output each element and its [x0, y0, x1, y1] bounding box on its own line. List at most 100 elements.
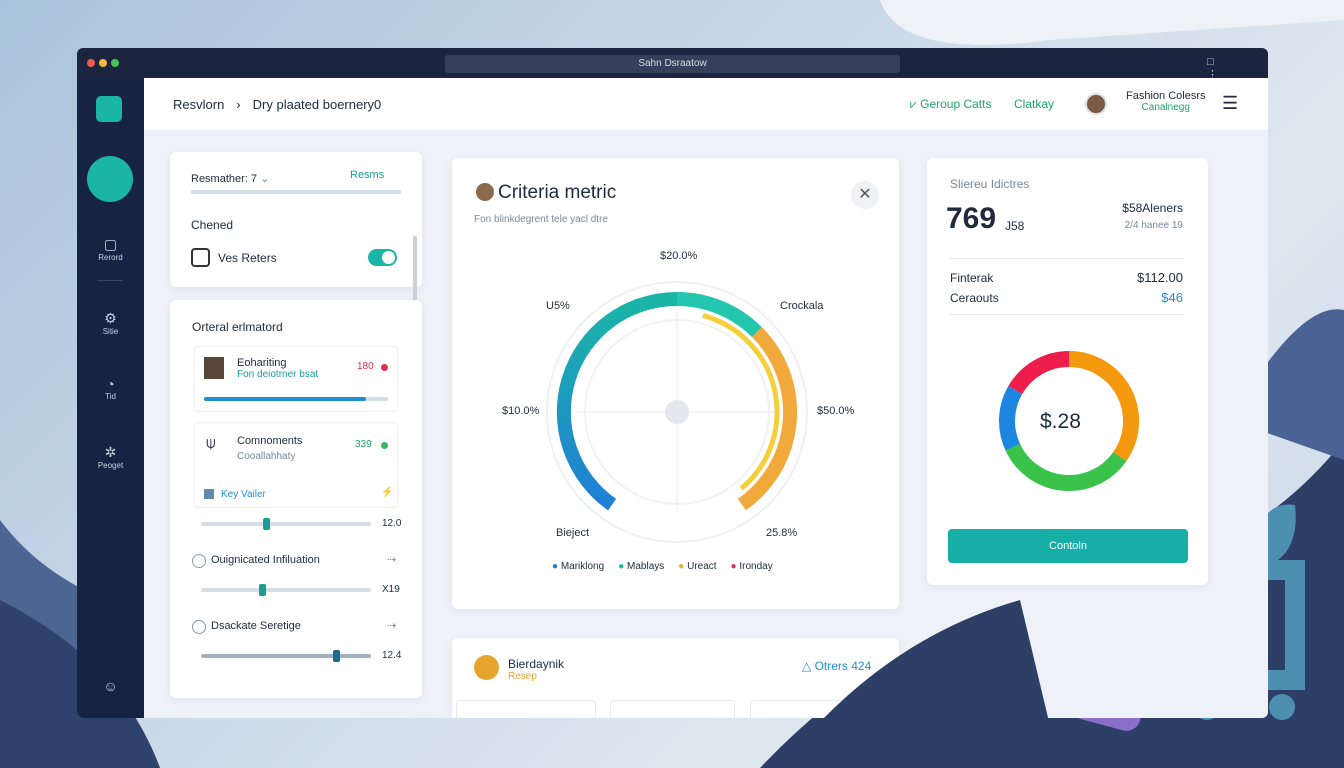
gauge-label: $10.0% [502, 405, 540, 417]
gauge-label: $50.0% [817, 405, 855, 417]
radio[interactable] [192, 554, 206, 568]
legend: ● Mariklong ● Mablays ● Ureact ● Ironday [552, 561, 773, 572]
nav-label: Tid [105, 392, 116, 401]
legend-label: Ironday [739, 561, 773, 572]
menu-button[interactable]: ☰ [1222, 93, 1239, 113]
slider-value: 12.0 [382, 518, 402, 529]
nav-label: Peoget [97, 461, 124, 470]
nav-item[interactable]: ◔ Tid [105, 376, 116, 401]
checkbox-label: Ves Reters [218, 251, 277, 265]
breadcrumb-current: Dry plaated boernery0 [252, 97, 382, 112]
user-status: Canalnegg [1141, 102, 1190, 113]
status-dot [381, 364, 388, 371]
metric-card: Criteria metric Fon blinkdegrent tele ya… [452, 158, 899, 609]
divider [950, 314, 1184, 315]
donut-center: $.28 [1040, 410, 1081, 433]
bottom-badge[interactable]: △ Otrers 424 [802, 659, 872, 673]
legend-label: Ureact [687, 561, 717, 572]
status-dot [381, 442, 388, 449]
summary-card: Sliereu Idictres 769 J58 $58Aleners 2/4 … [927, 158, 1208, 585]
list-card: Orteral erlmatord Eohariting Fon deiotrn… [170, 300, 422, 698]
item-subtitle: Cooallahhaty [237, 451, 296, 462]
legend-item[interactable]: ● Ironday [730, 561, 773, 572]
item-value: 180 [357, 361, 374, 372]
slider-value: X19 [382, 584, 400, 595]
list-item[interactable]: ⍦ Comnoments Cooallahhaty 339 Key Vailer… [194, 422, 398, 508]
section-title: Chened [191, 218, 234, 232]
legend-label: Mariklong [560, 561, 605, 572]
header-link[interactable]: ⩗ Geroup Catts [910, 97, 992, 111]
summary-right-title: $58Aleners [1122, 201, 1183, 215]
nav-item[interactable]: ⚙ Sitie [102, 310, 119, 336]
card-title: Criteria metric [498, 182, 617, 203]
thumb-card[interactable] [456, 700, 596, 718]
gauge-label: $20.0% [660, 250, 698, 262]
item-value: 339 [355, 439, 372, 450]
gauge-label: Bieject [556, 527, 590, 539]
legend-item[interactable]: ● Mariklong [552, 561, 605, 572]
progress-track [204, 397, 388, 401]
header-link[interactable]: Clatkay [1014, 97, 1055, 111]
nav-label: Sitie [102, 327, 119, 336]
donut-chart [999, 351, 1140, 492]
primary-button[interactable]: Contoln [948, 529, 1188, 563]
summary-title: Sliereu Idictres [950, 177, 1030, 191]
sidebar: ▢ Rerord ⚙ Sitie ◔ Tid ✲ Peoget ☺ [77, 78, 144, 718]
item-subtitle: Fon deiotrner bsat [237, 369, 319, 380]
summary-right-sub: 2/4 hanee 19 [1124, 220, 1183, 231]
tab[interactable]: Resms [350, 169, 385, 181]
nav-label: Rerord [98, 253, 123, 262]
legend-item[interactable]: ● Ureact [678, 561, 717, 572]
link-text: Geroup Catts [920, 97, 992, 111]
window-controls [87, 59, 119, 67]
toggle[interactable] [368, 249, 397, 266]
row-value: $112.00 [1136, 270, 1183, 285]
item-thumb [204, 357, 224, 379]
avatar[interactable] [1085, 93, 1107, 115]
slider[interactable] [201, 518, 371, 530]
active-nav[interactable] [87, 156, 133, 202]
radio[interactable] [192, 620, 206, 634]
list-item[interactable]: Eohariting Fon deiotrner bsat 180 [194, 346, 398, 412]
bottom-card: Bierdaynik Resep △ Otrers 424 [452, 638, 899, 718]
close-button[interactable]: ✕ [851, 181, 879, 209]
url-bar[interactable]: Sahn Dsraatow [445, 55, 900, 73]
title-bar: Sahn Dsraatow □ ⋮ ✕ [77, 48, 1268, 94]
legend-label: Mablays [627, 561, 665, 572]
nav-item[interactable]: ✲ Peoget [97, 444, 124, 470]
card-subtitle: Fon blinkdegrent tele yacl dtre [474, 214, 608, 225]
slider[interactable] [201, 584, 371, 596]
slider-label: Ouignicated Infiluation [211, 554, 320, 566]
user-name: Fashion Colesrs [1126, 90, 1206, 102]
item-title: Comnoments [237, 435, 303, 447]
gauge-chart [546, 281, 808, 543]
row-value: $46 [1161, 290, 1183, 305]
tab-underline [191, 190, 401, 194]
list-title: Orteral erlmatord [192, 320, 283, 334]
slider[interactable] [201, 650, 371, 662]
avatar [476, 183, 494, 201]
divider [97, 280, 123, 281]
gauge-label: Crockala [780, 300, 824, 312]
profile-icon[interactable]: ☺ [103, 678, 118, 694]
gauge-label: U5% [546, 300, 570, 312]
breadcrumb-item[interactable]: Resvlorn [173, 97, 225, 112]
summary-suffix: J58 [1005, 219, 1025, 233]
avatar [474, 655, 499, 680]
select[interactable]: Resmather: 7 ⌄ [191, 173, 270, 185]
arrow: ⇢ [387, 554, 397, 566]
key-label: Key Vailer [221, 489, 266, 500]
header: Resvlorn › Dry plaated boernery0 ⩗ Geroup … [144, 78, 1268, 130]
key-arrow: ⚡ [381, 487, 394, 498]
breadcrumb: Resvlorn › Dry plaated boernery0 [173, 97, 382, 112]
bottom-sub: Resep [508, 671, 537, 682]
checkbox[interactable] [191, 248, 210, 267]
nav-item[interactable]: ▢ Rerord [98, 236, 123, 262]
thumb-card[interactable] [610, 700, 735, 718]
browser-window: Sahn Dsraatow □ ⋮ ✕ ▢Rerord ⚙Sitie ◔Tid … [77, 48, 1268, 718]
legend-item[interactable]: ● Mablays [618, 561, 665, 572]
thumb-card[interactable] [750, 700, 870, 718]
row-label: Finterak [950, 271, 994, 285]
